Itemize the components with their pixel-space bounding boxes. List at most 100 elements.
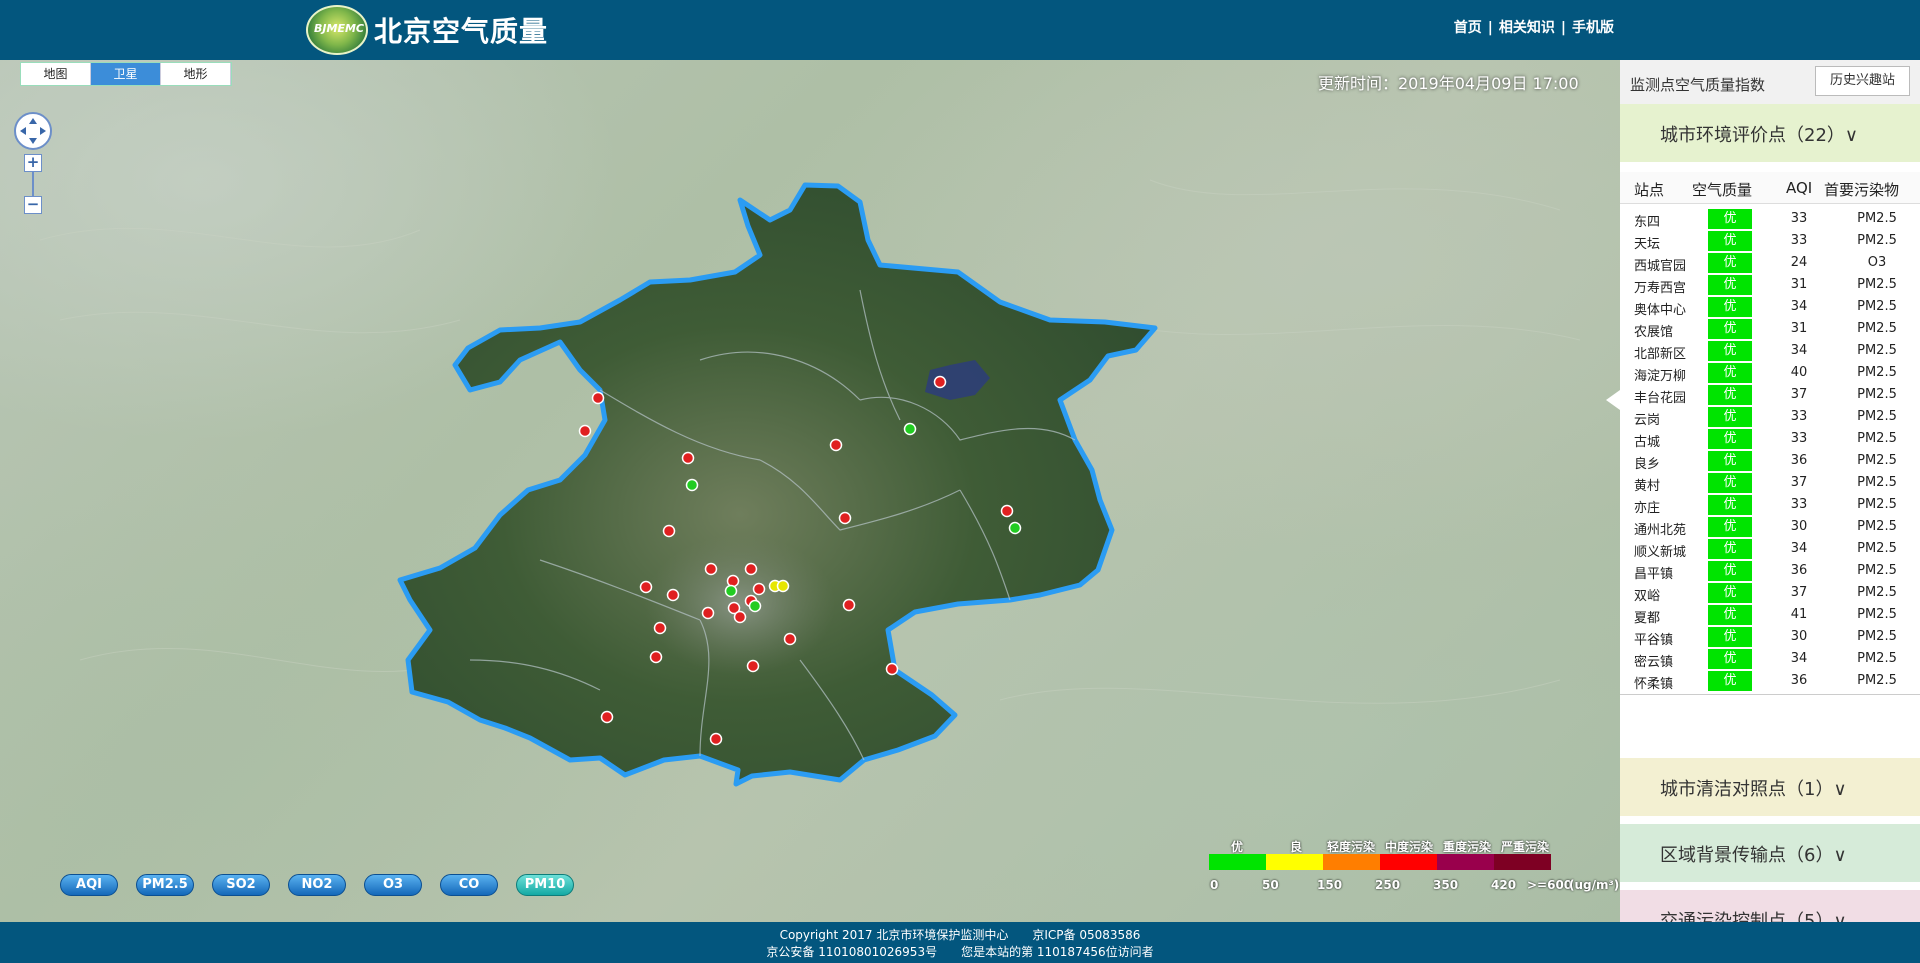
aqi-value: 31 bbox=[1790, 277, 1808, 292]
station-marker[interactable] bbox=[639, 580, 653, 594]
table-row[interactable]: 良乡 优 36 PM2.5 bbox=[1620, 450, 1920, 472]
map-type-satellite[interactable]: 卫星 bbox=[91, 63, 161, 85]
zoom-in-button[interactable]: + bbox=[24, 154, 42, 172]
nav-home-link[interactable]: 首页 bbox=[1453, 20, 1482, 36]
pollutant-button-co[interactable]: CO bbox=[440, 874, 498, 896]
pollutant-button-no2[interactable]: NO2 bbox=[288, 874, 346, 896]
station-marker[interactable] bbox=[578, 424, 592, 438]
station-marker[interactable] bbox=[709, 732, 723, 746]
pollutant-button-so2[interactable]: SO2 bbox=[212, 874, 270, 896]
table-row[interactable]: 云岗 优 33 PM2.5 bbox=[1620, 406, 1920, 428]
station-marker[interactable] bbox=[744, 562, 758, 576]
legend-swatch bbox=[1380, 854, 1437, 870]
station-marker[interactable] bbox=[783, 632, 797, 646]
quality-badge: 优 bbox=[1708, 627, 1752, 647]
panel-header: 监测点空气质量指数 历史兴趣站 bbox=[1620, 60, 1920, 104]
bjmemc-logo[interactable]: BJMEMC bbox=[306, 5, 368, 55]
group-city-evaluation[interactable]: 城市环境评价点（22）∨ bbox=[1620, 104, 1920, 162]
table-row[interactable]: 海淀万柳 优 40 PM2.5 bbox=[1620, 362, 1920, 384]
station-marker[interactable] bbox=[829, 438, 843, 452]
table-row[interactable]: 东四 优 33 PM2.5 bbox=[1620, 208, 1920, 230]
map-type-road[interactable]: 地图 bbox=[21, 63, 91, 85]
station-marker[interactable] bbox=[733, 610, 747, 624]
station-marker[interactable] bbox=[662, 524, 676, 538]
table-row[interactable]: 平谷镇 优 30 PM2.5 bbox=[1620, 626, 1920, 648]
table-row[interactable]: 亦庄 优 33 PM2.5 bbox=[1620, 494, 1920, 516]
pan-control[interactable] bbox=[14, 112, 52, 150]
station-marker[interactable] bbox=[727, 601, 741, 615]
primary-pollutant: PM2.5 bbox=[1857, 409, 1897, 424]
table-row[interactable]: 北部新区 优 34 PM2.5 bbox=[1620, 340, 1920, 362]
station-marker[interactable] bbox=[681, 451, 695, 465]
legend-swatch bbox=[1323, 854, 1380, 870]
table-row[interactable]: 天坛 优 33 PM2.5 bbox=[1620, 230, 1920, 252]
station-marker[interactable] bbox=[776, 579, 790, 593]
group-label: 城市环境评价点（22）∨ bbox=[1660, 125, 1859, 146]
primary-pollutant: PM2.5 bbox=[1857, 541, 1897, 556]
quality-badge: 优 bbox=[1708, 451, 1752, 471]
nav-mobile-link[interactable]: 手机版 bbox=[1572, 20, 1614, 36]
station-marker[interactable] bbox=[748, 599, 762, 613]
station-marker[interactable] bbox=[704, 562, 718, 576]
nav-knowledge-link[interactable]: 相关知识 bbox=[1498, 20, 1555, 36]
station-marker[interactable] bbox=[842, 598, 856, 612]
station-marker[interactable] bbox=[903, 422, 917, 436]
station-marker[interactable] bbox=[933, 375, 947, 389]
primary-pollutant: PM2.5 bbox=[1857, 497, 1897, 512]
station-marker[interactable] bbox=[752, 582, 766, 596]
panel-toggle-arrow[interactable] bbox=[1606, 390, 1620, 410]
table-row[interactable]: 怀柔镇 优 36 PM2.5 bbox=[1620, 670, 1920, 692]
table-row[interactable]: 丰台花园 优 37 PM2.5 bbox=[1620, 384, 1920, 406]
legend-swatch bbox=[1437, 854, 1494, 870]
panel-title: 监测点空气质量指数 bbox=[1630, 76, 1766, 94]
station-marker[interactable] bbox=[1000, 504, 1014, 518]
table-row[interactable]: 密云镇 优 34 PM2.5 bbox=[1620, 648, 1920, 670]
table-row[interactable]: 西城官园 优 24 O3 bbox=[1620, 252, 1920, 274]
legend-label: 良 bbox=[1290, 840, 1303, 854]
pollutant-button-pm10[interactable]: PM10 bbox=[516, 874, 574, 896]
table-row[interactable]: 奥体中心 优 34 PM2.5 bbox=[1620, 296, 1920, 318]
station-marker[interactable] bbox=[885, 662, 899, 676]
table-row[interactable]: 古城 优 33 PM2.5 bbox=[1620, 428, 1920, 450]
pollutant-button-aqi[interactable]: AQI bbox=[60, 874, 118, 896]
table-row[interactable]: 双峪 优 37 PM2.5 bbox=[1620, 582, 1920, 604]
station-markers[interactable] bbox=[578, 375, 1022, 746]
history-stations-button[interactable]: 历史兴趣站 bbox=[1815, 66, 1910, 96]
quality-badge: 优 bbox=[1708, 671, 1752, 691]
aqi-legend: 优 良 轻度污染 中度污染 重度污染 严重污染 0 50 150 250 350… bbox=[1205, 838, 1619, 902]
station-table-header: 站点 空气质量 AQI 首要污染物 bbox=[1620, 172, 1920, 204]
table-row[interactable]: 顺义新城 优 34 PM2.5 bbox=[1620, 538, 1920, 560]
zoom-out-button[interactable]: − bbox=[24, 196, 42, 214]
station-marker[interactable] bbox=[838, 511, 852, 525]
station-marker[interactable] bbox=[600, 710, 614, 724]
station-marker[interactable] bbox=[1008, 521, 1022, 535]
map-canvas[interactable]: 地图 卫星 地形 + − 更新时间：2019年04月09日 17:00 AQI … bbox=[0, 60, 1620, 922]
table-row[interactable]: 黄村 优 37 PM2.5 bbox=[1620, 472, 1920, 494]
pollutant-button-pm25[interactable]: PM2.5 bbox=[136, 874, 194, 896]
station-marker[interactable] bbox=[726, 574, 740, 588]
group-traffic[interactable]: 交通污染控制点（5）∨ bbox=[1620, 890, 1920, 922]
station-marker[interactable] bbox=[724, 584, 738, 598]
map-type-terrain[interactable]: 地形 bbox=[161, 63, 231, 85]
station-marker[interactable] bbox=[666, 588, 680, 602]
table-row[interactable]: 万寿西宫 优 31 PM2.5 bbox=[1620, 274, 1920, 296]
station-marker[interactable] bbox=[653, 621, 667, 635]
aqi-value: 36 bbox=[1790, 673, 1808, 688]
station-marker[interactable] bbox=[649, 650, 663, 664]
primary-pollutant: PM2.5 bbox=[1857, 277, 1897, 292]
pollutant-button-o3[interactable]: O3 bbox=[364, 874, 422, 896]
group-regional-background[interactable]: 区域背景传输点（6）∨ bbox=[1620, 824, 1920, 882]
station-marker[interactable] bbox=[746, 659, 760, 673]
table-row[interactable]: 夏都 优 41 PM2.5 bbox=[1620, 604, 1920, 626]
station-marker[interactable] bbox=[701, 606, 715, 620]
aqi-value: 40 bbox=[1790, 365, 1808, 380]
zoom-slider[interactable] bbox=[32, 172, 34, 196]
station-marker[interactable] bbox=[591, 391, 605, 405]
group-city-clean[interactable]: 城市清洁对照点（1）∨ bbox=[1620, 758, 1920, 816]
table-row[interactable]: 通州北苑 优 30 PM2.5 bbox=[1620, 516, 1920, 538]
table-row[interactable]: 农展馆 优 31 PM2.5 bbox=[1620, 318, 1920, 340]
column-station: 站点 bbox=[1634, 181, 1665, 199]
station-name: 海淀万柳 bbox=[1634, 369, 1687, 384]
table-row[interactable]: 昌平镇 优 36 PM2.5 bbox=[1620, 560, 1920, 582]
station-marker[interactable] bbox=[685, 478, 699, 492]
